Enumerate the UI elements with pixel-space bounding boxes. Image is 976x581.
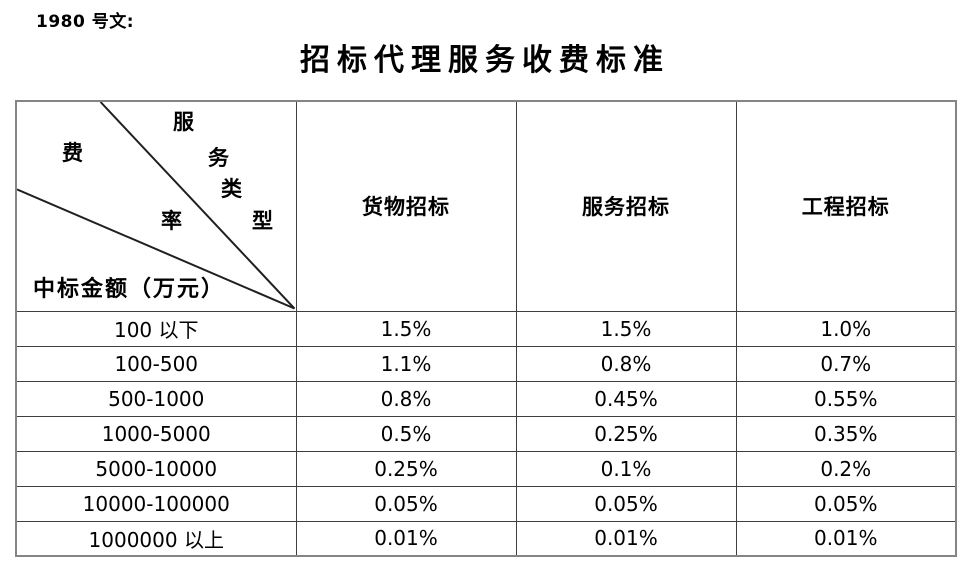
rate-cell: 0.8% bbox=[515, 345, 737, 382]
column-header-goods: 货物招标 bbox=[295, 100, 517, 312]
rate-cell: 0.05% bbox=[295, 485, 517, 522]
row-range-label: 10000-100000 bbox=[15, 485, 297, 522]
rate-cell: 0.05% bbox=[735, 485, 957, 522]
row-range-label: 1000000 以上 bbox=[15, 520, 297, 557]
fee-table: 服 务 类 型 费 率 中标金额（万元） 货物招标 服务招标 工程招标 100 … bbox=[15, 100, 957, 557]
rate-cell: 1.5% bbox=[295, 310, 517, 347]
corner-column-axis-char: 服 bbox=[173, 109, 194, 134]
rate-cell: 1.5% bbox=[515, 310, 737, 347]
column-header-services: 服务招标 bbox=[515, 100, 737, 312]
corner-header-cell: 服 务 类 型 费 率 中标金额（万元） bbox=[15, 100, 297, 312]
row-range-label: 500-1000 bbox=[15, 380, 297, 417]
rate-cell: 0.2% bbox=[735, 450, 957, 487]
diagonal-lines-graphic bbox=[17, 102, 296, 310]
corner-column-axis-char: 类 bbox=[221, 176, 242, 201]
header-row: 服 务 类 型 费 率 中标金额（万元） 货物招标 服务招标 工程招标 bbox=[15, 100, 957, 312]
row-range-label: 1000-5000 bbox=[15, 415, 297, 452]
table-row: 500-1000 0.8% 0.45% 0.55% bbox=[15, 380, 957, 417]
row-axis-label: 中标金额（万元） bbox=[33, 276, 226, 302]
rate-cell: 0.5% bbox=[295, 415, 517, 452]
row-range-label: 100 以下 bbox=[15, 310, 297, 347]
rate-cell: 0.25% bbox=[295, 450, 517, 487]
diagonal-line-lower bbox=[17, 188, 295, 310]
rate-cell: 1.0% bbox=[735, 310, 957, 347]
row-range-label: 5000-10000 bbox=[15, 450, 297, 487]
rate-cell: 0.01% bbox=[735, 520, 957, 557]
rate-cell: 0.55% bbox=[735, 380, 957, 417]
rate-cell: 0.01% bbox=[515, 520, 737, 557]
rate-cell: 0.1% bbox=[515, 450, 737, 487]
corner-column-axis-char: 型 bbox=[252, 208, 273, 233]
rate-cell: 0.7% bbox=[735, 345, 957, 382]
page-title: 招标代理服务收费标准 bbox=[300, 43, 670, 78]
rate-cell: 0.01% bbox=[295, 520, 517, 557]
rate-cell: 0.05% bbox=[515, 485, 737, 522]
corner-column-axis-char: 务 bbox=[208, 145, 229, 170]
column-header-engineering: 工程招标 bbox=[735, 100, 957, 312]
rate-cell: 0.45% bbox=[515, 380, 737, 417]
row-range-label: 100-500 bbox=[15, 345, 297, 382]
table-row: 10000-100000 0.05% 0.05% 0.05% bbox=[15, 485, 957, 522]
rate-cell: 0.8% bbox=[295, 380, 517, 417]
table-row: 100-500 1.1% 0.8% 0.7% bbox=[15, 345, 957, 382]
table-row: 100 以下 1.5% 1.5% 1.0% bbox=[15, 310, 957, 347]
table-row: 5000-10000 0.25% 0.1% 0.2% bbox=[15, 450, 957, 487]
corner-cell-axis-char: 费 bbox=[62, 140, 83, 165]
doc-ref-label: 1980 号文: bbox=[36, 12, 135, 32]
rate-cell: 0.35% bbox=[735, 415, 957, 452]
diagonal-line-upper bbox=[99, 102, 296, 310]
rate-cell: 0.25% bbox=[515, 415, 737, 452]
table-row: 1000-5000 0.5% 0.25% 0.35% bbox=[15, 415, 957, 452]
rate-cell: 1.1% bbox=[295, 345, 517, 382]
table-row: 1000000 以上 0.01% 0.01% 0.01% bbox=[15, 520, 957, 557]
corner-cell-axis-char: 率 bbox=[161, 208, 182, 233]
